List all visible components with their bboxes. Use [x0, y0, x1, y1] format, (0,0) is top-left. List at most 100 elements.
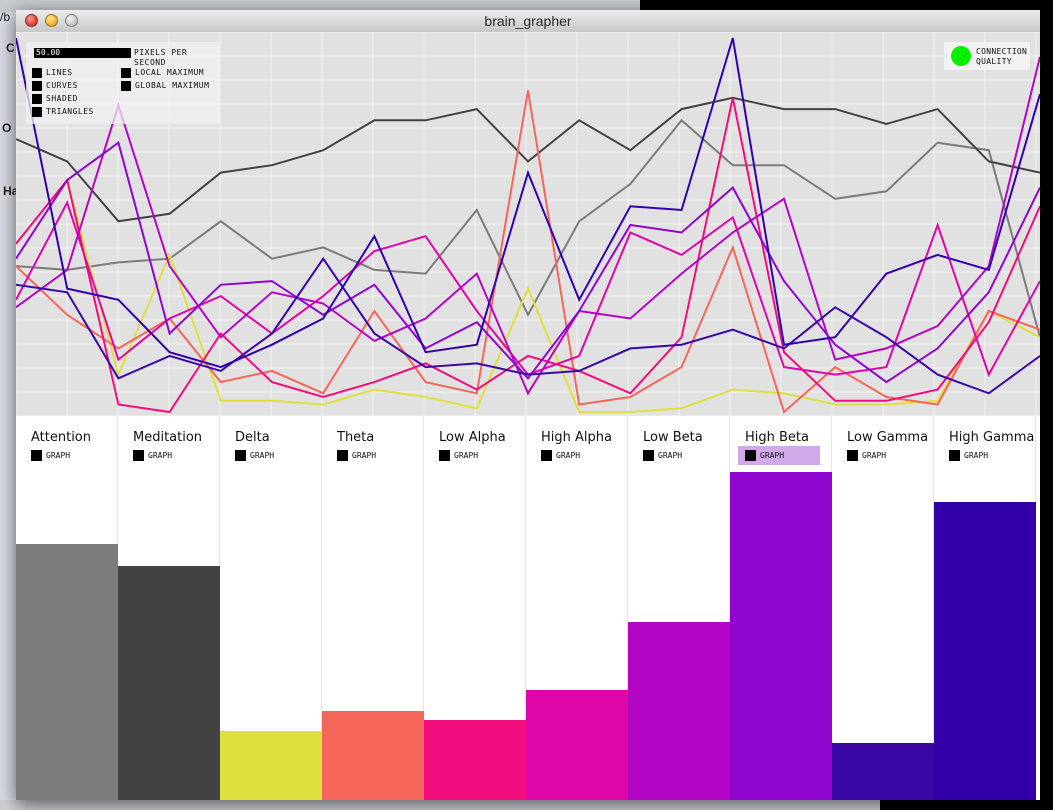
background-url-fragment: /b	[0, 10, 11, 24]
graph-toggle-low-beta[interactable]: GRAPH	[636, 446, 718, 465]
channel-column-high-gamma: High Gamma GRAPH	[934, 416, 1036, 800]
series-line-7	[16, 56, 1040, 396]
series-line-5	[16, 97, 1040, 414]
graph-toggle-attention[interactable]: GRAPH	[24, 446, 106, 465]
graph-toggle-meditation[interactable]: GRAPH	[126, 446, 208, 465]
close-window-button[interactable]	[25, 14, 38, 27]
pixels-per-second-field[interactable]: 50.00	[34, 48, 131, 58]
channel-level-bar	[16, 544, 118, 800]
lines-label: LINES	[46, 68, 73, 77]
channel-level-bar	[118, 566, 220, 800]
global-maximum-label: GLOBAL MAXIMUM	[135, 81, 210, 90]
graph-checkbox[interactable]	[643, 450, 654, 461]
connection-quality-indicator: CONNECTION QUALITY	[944, 42, 1030, 70]
background-text-fragment: O	[2, 121, 12, 135]
graph-checkbox[interactable]	[337, 450, 348, 461]
graph-toggle-low-gamma[interactable]: GRAPH	[840, 446, 922, 465]
graph-toggle-theta[interactable]: GRAPH	[330, 446, 412, 465]
graph-toggle-delta[interactable]: GRAPH	[228, 446, 310, 465]
graph-checkbox[interactable]	[541, 450, 552, 461]
series-line-4	[16, 90, 1040, 414]
background-browser-toolbar	[0, 0, 640, 12]
local-maximum-label: LOCAL MAXIMUM	[135, 68, 205, 77]
zoom-window-button[interactable]	[65, 14, 78, 27]
graph-toggle-high-alpha[interactable]: GRAPH	[534, 446, 616, 465]
channel-column-high-beta: High Beta GRAPH	[730, 416, 832, 800]
channel-columns: Attention GRAPH Meditation GRAPH Delta GRAPH T…	[16, 416, 1040, 800]
channel-level-bar	[322, 711, 424, 800]
brain-grapher-window: brain_grapher 50.00 PIXELS PER SECOND LI…	[16, 10, 1040, 800]
brainwave-line-graph: 50.00 PIXELS PER SECOND LINES CURVES SHA…	[16, 32, 1040, 416]
graph-checkbox-label: GRAPH	[352, 451, 377, 460]
window-title: brain_grapher	[484, 13, 572, 29]
graph-checkbox-label: GRAPH	[46, 451, 71, 460]
title-bar[interactable]: brain_grapher	[16, 10, 1040, 33]
series-line-8	[16, 141, 1040, 384]
channel-name: Low Gamma	[847, 430, 929, 445]
graph-checkbox-label: GRAPH	[658, 451, 683, 460]
series-line-2	[16, 96, 1040, 223]
pixels-per-second-label: PIXELS PER SECOND	[134, 48, 188, 67]
channel-column-meditation: Meditation GRAPH	[118, 416, 220, 800]
background-window-edge	[0, 800, 880, 810]
connection-quality-label: CONNECTION QUALITY	[976, 47, 1028, 66]
minimize-window-button[interactable]	[45, 14, 58, 27]
shaded-label: SHADED	[46, 94, 78, 103]
shaded-checkbox[interactable]	[32, 94, 42, 104]
channel-name: Theta	[337, 430, 375, 445]
local-maximum-checkbox[interactable]	[121, 68, 131, 78]
channel-level-bar	[220, 731, 322, 800]
channel-column-low-alpha: Low Alpha GRAPH	[424, 416, 526, 800]
graph-checkbox-label: GRAPH	[148, 451, 173, 460]
graph-checkbox-label: GRAPH	[454, 451, 479, 460]
graph-checkbox[interactable]	[439, 450, 450, 461]
channel-level-bar	[628, 622, 730, 800]
channel-name: Low Beta	[643, 430, 703, 445]
graph-toggle-low-alpha[interactable]: GRAPH	[432, 446, 514, 465]
channel-column-theta: Theta GRAPH	[322, 416, 424, 800]
graph-checkbox-label: GRAPH	[556, 451, 581, 460]
graph-checkbox-label: GRAPH	[760, 451, 785, 460]
series-line-1	[16, 118, 1040, 338]
display-options-panel: 50.00 PIXELS PER SECOND LINES CURVES SHA…	[26, 42, 220, 124]
background-text-fragment: Ha	[3, 184, 19, 198]
lines-checkbox[interactable]	[32, 68, 42, 78]
series-line-9	[16, 256, 1040, 395]
channel-column-low-beta: Low Beta GRAPH	[628, 416, 730, 800]
graph-canvas	[16, 32, 1040, 416]
graph-checkbox-label: GRAPH	[250, 451, 275, 460]
series-line-10	[16, 37, 1040, 369]
background-text-fragment: C	[6, 41, 15, 55]
triangles-label: TRIANGLES	[46, 107, 94, 116]
graph-checkbox[interactable]	[31, 450, 42, 461]
channel-name: Delta	[235, 430, 270, 445]
global-maximum-checkbox[interactable]	[121, 81, 131, 91]
channel-name: Meditation	[133, 430, 203, 445]
channel-level-bar	[730, 472, 832, 800]
channel-name: Attention	[31, 430, 91, 445]
graph-checkbox[interactable]	[847, 450, 858, 461]
graph-checkbox[interactable]	[949, 450, 960, 461]
graph-toggle-high-beta[interactable]: GRAPH	[738, 446, 820, 465]
channel-name: High Beta	[745, 430, 809, 445]
channel-column-delta: Delta GRAPH	[220, 416, 322, 800]
graph-series	[16, 37, 1040, 414]
channel-name: Low Alpha	[439, 430, 506, 445]
triangles-checkbox[interactable]	[32, 107, 42, 117]
curves-label: CURVES	[46, 81, 78, 90]
channel-column-attention: Attention GRAPH	[16, 416, 118, 800]
series-line-3	[16, 177, 1040, 413]
curves-checkbox[interactable]	[32, 81, 42, 91]
channel-column-high-alpha: High Alpha GRAPH	[526, 416, 628, 800]
connection-status-icon	[951, 46, 971, 66]
graph-checkbox-label: GRAPH	[862, 451, 887, 460]
channel-level-bar	[526, 690, 628, 800]
graph-checkbox[interactable]	[235, 450, 246, 461]
channel-name: High Alpha	[541, 430, 612, 445]
channel-level-bar	[832, 743, 934, 800]
graph-toggle-high-gamma[interactable]: GRAPH	[942, 446, 1024, 465]
channel-level-bar	[934, 502, 1036, 800]
channel-name: High Gamma	[949, 430, 1035, 445]
graph-checkbox[interactable]	[745, 450, 756, 461]
graph-checkbox[interactable]	[133, 450, 144, 461]
